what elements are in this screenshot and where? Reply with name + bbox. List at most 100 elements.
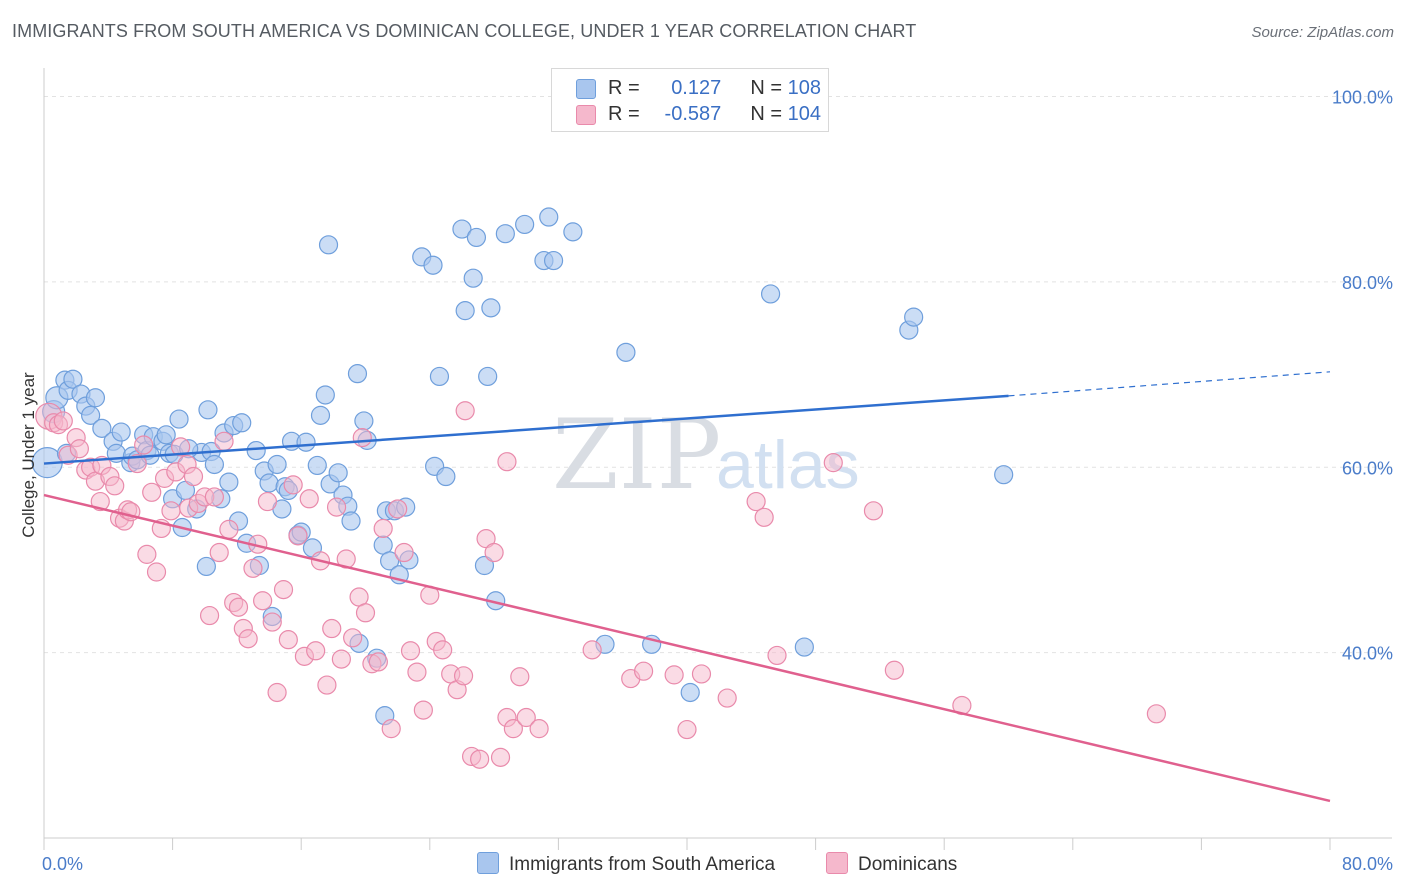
data-point-pink <box>407 662 427 682</box>
data-point-blue <box>198 400 218 420</box>
data-point-pink <box>400 641 421 661</box>
data-point-blue <box>63 369 83 389</box>
bottom-legend-pink[interactable]: Dominicans <box>826 852 957 876</box>
data-point-blue <box>539 207 559 227</box>
trend-line-blue-extension <box>1008 371 1331 397</box>
data-point-pink <box>183 466 204 487</box>
data-point-blue <box>92 418 112 438</box>
data-point-blue <box>111 422 131 442</box>
watermark: ZIP atlas <box>552 399 860 511</box>
series-pink-points <box>35 401 1166 769</box>
source-credit: Source: ZipAtlas.com <box>1251 24 1394 41</box>
data-point-pink <box>322 618 342 639</box>
data-point-pink <box>69 439 89 459</box>
data-point-blue <box>478 366 498 387</box>
data-point-blue <box>466 227 487 248</box>
data-point-pink <box>368 652 388 672</box>
data-point-pink <box>863 501 884 521</box>
tick-labels: 40.0% 60.0% 80.0% 100.0% 0.0% 80.0% <box>42 88 1393 874</box>
bottom-legend-blue[interactable]: Immigrants from South America <box>477 852 775 876</box>
data-point-blue <box>563 222 583 242</box>
data-point-blue <box>794 637 814 657</box>
data-point-pink <box>278 630 298 650</box>
data-point-pink <box>214 431 234 451</box>
legend-swatch-blue <box>576 79 596 99</box>
data-point-blue <box>232 413 252 433</box>
data-point-pink <box>717 688 737 708</box>
data-point-pink <box>453 666 474 686</box>
data-point-pink <box>373 518 393 539</box>
data-point-blue <box>196 556 216 577</box>
data-point-pink <box>394 542 414 563</box>
data-point-pink <box>490 747 511 767</box>
data-point-pink <box>355 603 376 623</box>
data-point-pink <box>767 645 787 666</box>
data-point-blue <box>156 425 176 445</box>
data-point-blue <box>380 551 400 571</box>
data-point-blue <box>315 385 335 405</box>
data-point-pink <box>199 605 220 626</box>
data-point-pink <box>262 612 282 632</box>
stats-legend: R = 0.127 N = 108 R = -0.587 N = 104 <box>551 68 829 132</box>
data-point-pink <box>343 628 363 648</box>
y-tick-label: 60.0% <box>1342 458 1393 478</box>
data-point-pink <box>142 482 162 502</box>
legend-r-label: R = <box>608 77 640 99</box>
data-point-pink <box>497 452 517 472</box>
data-point-pink <box>273 580 294 600</box>
x-tick-label: 80.0% <box>1342 854 1393 874</box>
data-point-blue <box>296 432 316 452</box>
data-point-pink <box>691 664 712 684</box>
data-point-pink <box>664 665 684 685</box>
data-point-blue <box>204 454 224 475</box>
data-point-pink <box>317 675 337 695</box>
data-point-blue <box>436 466 456 487</box>
data-point-blue <box>429 366 450 387</box>
data-point-pink <box>238 629 258 649</box>
data-point-pink <box>171 437 191 457</box>
legend-n-value: 108 <box>787 77 821 99</box>
trend-lines <box>43 371 1331 803</box>
data-point-pink <box>529 719 549 739</box>
data-point-blue <box>246 440 266 461</box>
data-point-pink <box>288 526 308 546</box>
data-point-blue <box>463 268 483 288</box>
data-point-blue <box>543 250 564 271</box>
data-point-blue <box>904 307 924 327</box>
data-point-blue <box>760 284 781 304</box>
data-point-pink <box>105 476 125 496</box>
data-point-pink <box>470 749 490 769</box>
data-point-blue <box>341 511 361 531</box>
data-point-pink <box>283 475 303 495</box>
data-point-blue <box>267 454 287 475</box>
data-point-pink <box>352 428 372 448</box>
data-point-pink <box>146 562 167 582</box>
data-point-blue <box>515 214 535 235</box>
data-point-pink <box>503 719 523 739</box>
data-point-blue <box>259 473 279 493</box>
data-point-blue <box>81 405 101 425</box>
legend-n-value: 104 <box>787 103 821 125</box>
data-point-pink <box>90 491 110 512</box>
data-point-pink <box>161 501 181 521</box>
data-point-blue <box>495 224 515 244</box>
legend-swatch-pink <box>576 105 596 125</box>
data-point-blue <box>474 555 495 576</box>
data-point-blue <box>347 364 368 384</box>
data-point-pink <box>388 499 408 519</box>
legend-label-blue: Immigrants from South America <box>509 854 776 875</box>
data-point-pink <box>413 700 433 720</box>
data-point-blue <box>169 409 189 429</box>
data-point-pink <box>484 542 504 563</box>
legend-label-pink: Dominicans <box>858 854 958 875</box>
data-point-pink <box>326 497 347 517</box>
data-point-pink <box>582 640 602 660</box>
watermark-zip: ZIP <box>552 399 721 511</box>
data-point-pink <box>433 640 453 660</box>
y-tick-label: 100.0% <box>1332 88 1393 108</box>
trend-line-blue <box>43 394 1009 465</box>
legend-swatch-blue <box>477 852 499 874</box>
data-point-blue <box>219 472 239 492</box>
legend-r-value: -0.587 <box>664 103 722 125</box>
